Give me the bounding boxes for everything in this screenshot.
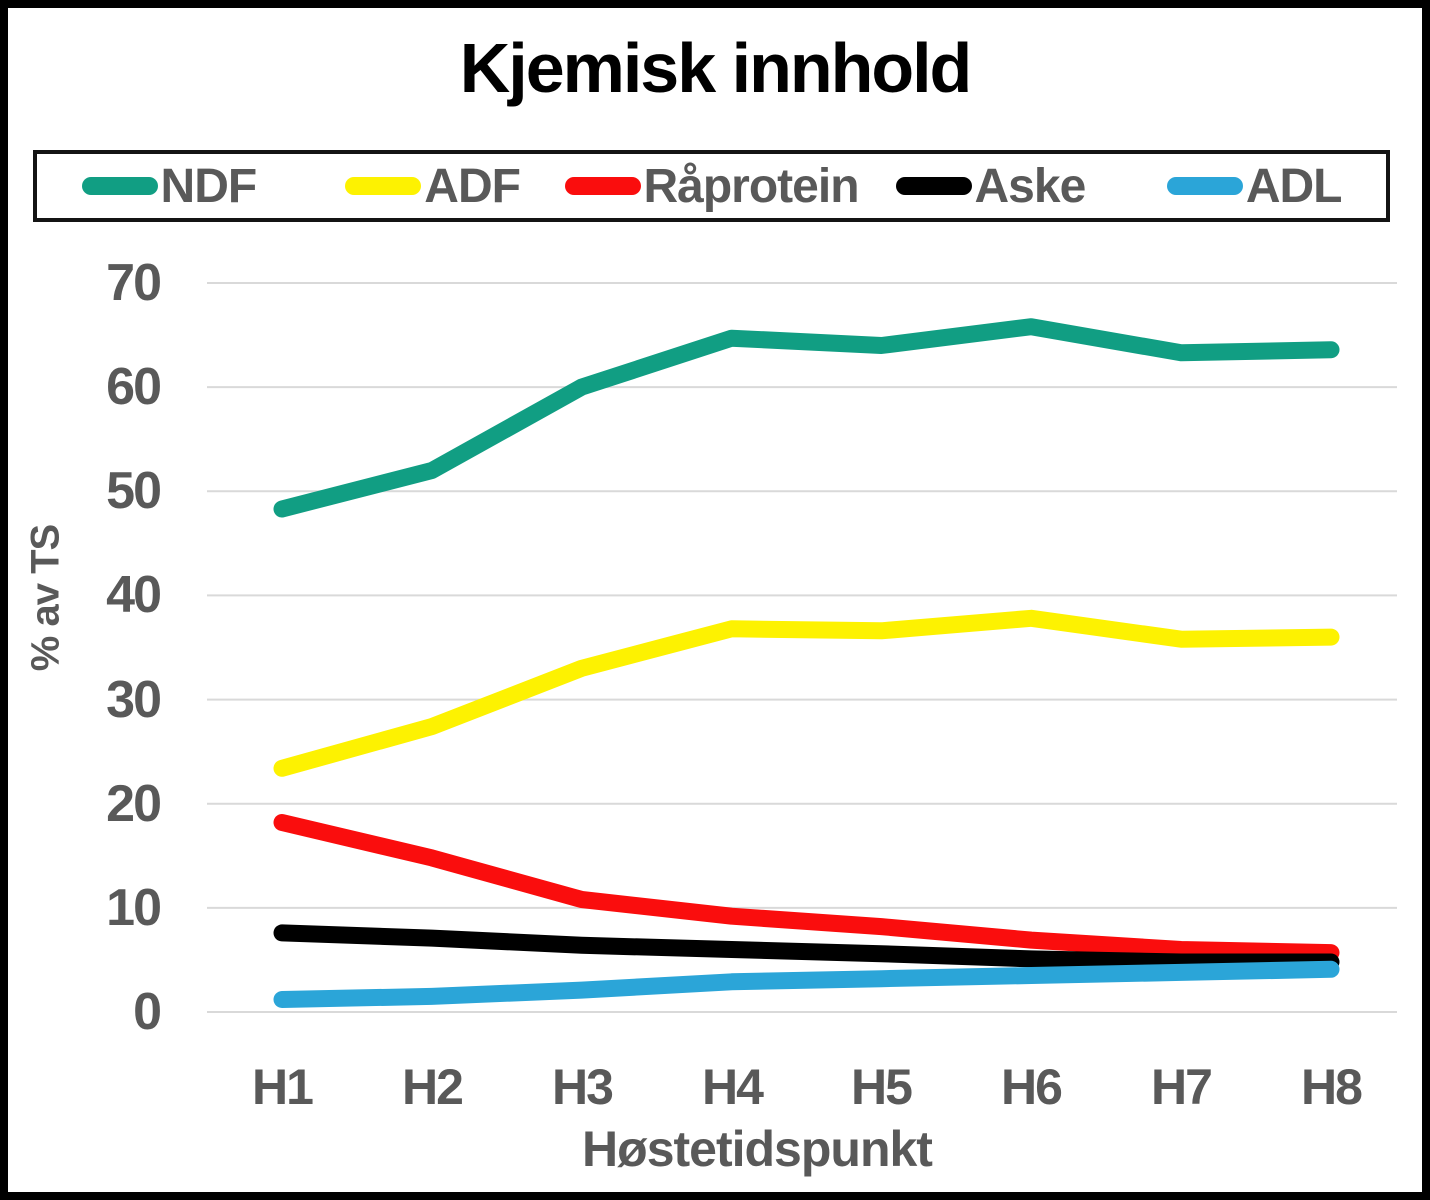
series-line-Aske: [273, 924, 1340, 971]
legend-item-NDF: NDF: [37, 154, 301, 218]
legend-item-Råprotein: Råprotein: [564, 154, 860, 218]
legend-label-ADL: ADL: [1245, 159, 1343, 213]
y-tick-label-10: 10: [106, 879, 162, 937]
legend-item-Aske: Aske: [859, 154, 1123, 218]
x-tick-label-H1: H1: [252, 1059, 314, 1115]
legend-swatch-ADL: [1166, 177, 1243, 195]
y-tick-label-40: 40: [106, 566, 162, 624]
legend-swatch-NDF: [81, 177, 158, 195]
y-tick-label-0: 0: [133, 983, 162, 1041]
y-axis-title: % av TS: [23, 524, 68, 672]
legend-swatch-ADF: [345, 177, 422, 195]
series-line-Råprotein: [273, 814, 1340, 962]
y-tick-label-70: 70: [106, 254, 162, 312]
series-line-ADF: [273, 609, 1340, 777]
series-line-ADL: [273, 960, 1340, 1008]
legend-swatch-Aske: [895, 177, 972, 195]
x-tick-label-H5: H5: [851, 1059, 913, 1115]
x-tick-label-H3: H3: [552, 1059, 614, 1115]
legend-label-ADF: ADF: [424, 159, 521, 213]
x-tick-label-H8: H8: [1301, 1059, 1363, 1115]
legend-swatch-Råprotein: [564, 177, 641, 195]
y-tick-label-20: 20: [106, 775, 162, 833]
y-tick-label-50: 50: [106, 462, 162, 520]
series-line-NDF: [273, 318, 1340, 518]
x-tick-label-H7: H7: [1151, 1059, 1213, 1115]
x-axis-title: Høstetidspunkt: [582, 1121, 933, 1177]
legend-item-ADL: ADL: [1122, 154, 1386, 218]
x-tick-label-H2: H2: [402, 1059, 464, 1115]
y-tick-label-60: 60: [106, 358, 162, 416]
legend-item-ADF: ADF: [301, 154, 565, 218]
legend-label-Råprotein: Råprotein: [643, 159, 860, 213]
legend-label-NDF: NDF: [160, 159, 258, 213]
y-tick-label-30: 30: [106, 671, 162, 729]
x-tick-label-H4: H4: [702, 1059, 764, 1115]
legend-label-Aske: Aske: [974, 159, 1087, 213]
x-tick-label-H6: H6: [1001, 1059, 1063, 1115]
legend-box: NDF ADF Råprotein Aske ADL: [33, 150, 1390, 222]
chart-title: Kjemisk innhold: [459, 29, 973, 107]
